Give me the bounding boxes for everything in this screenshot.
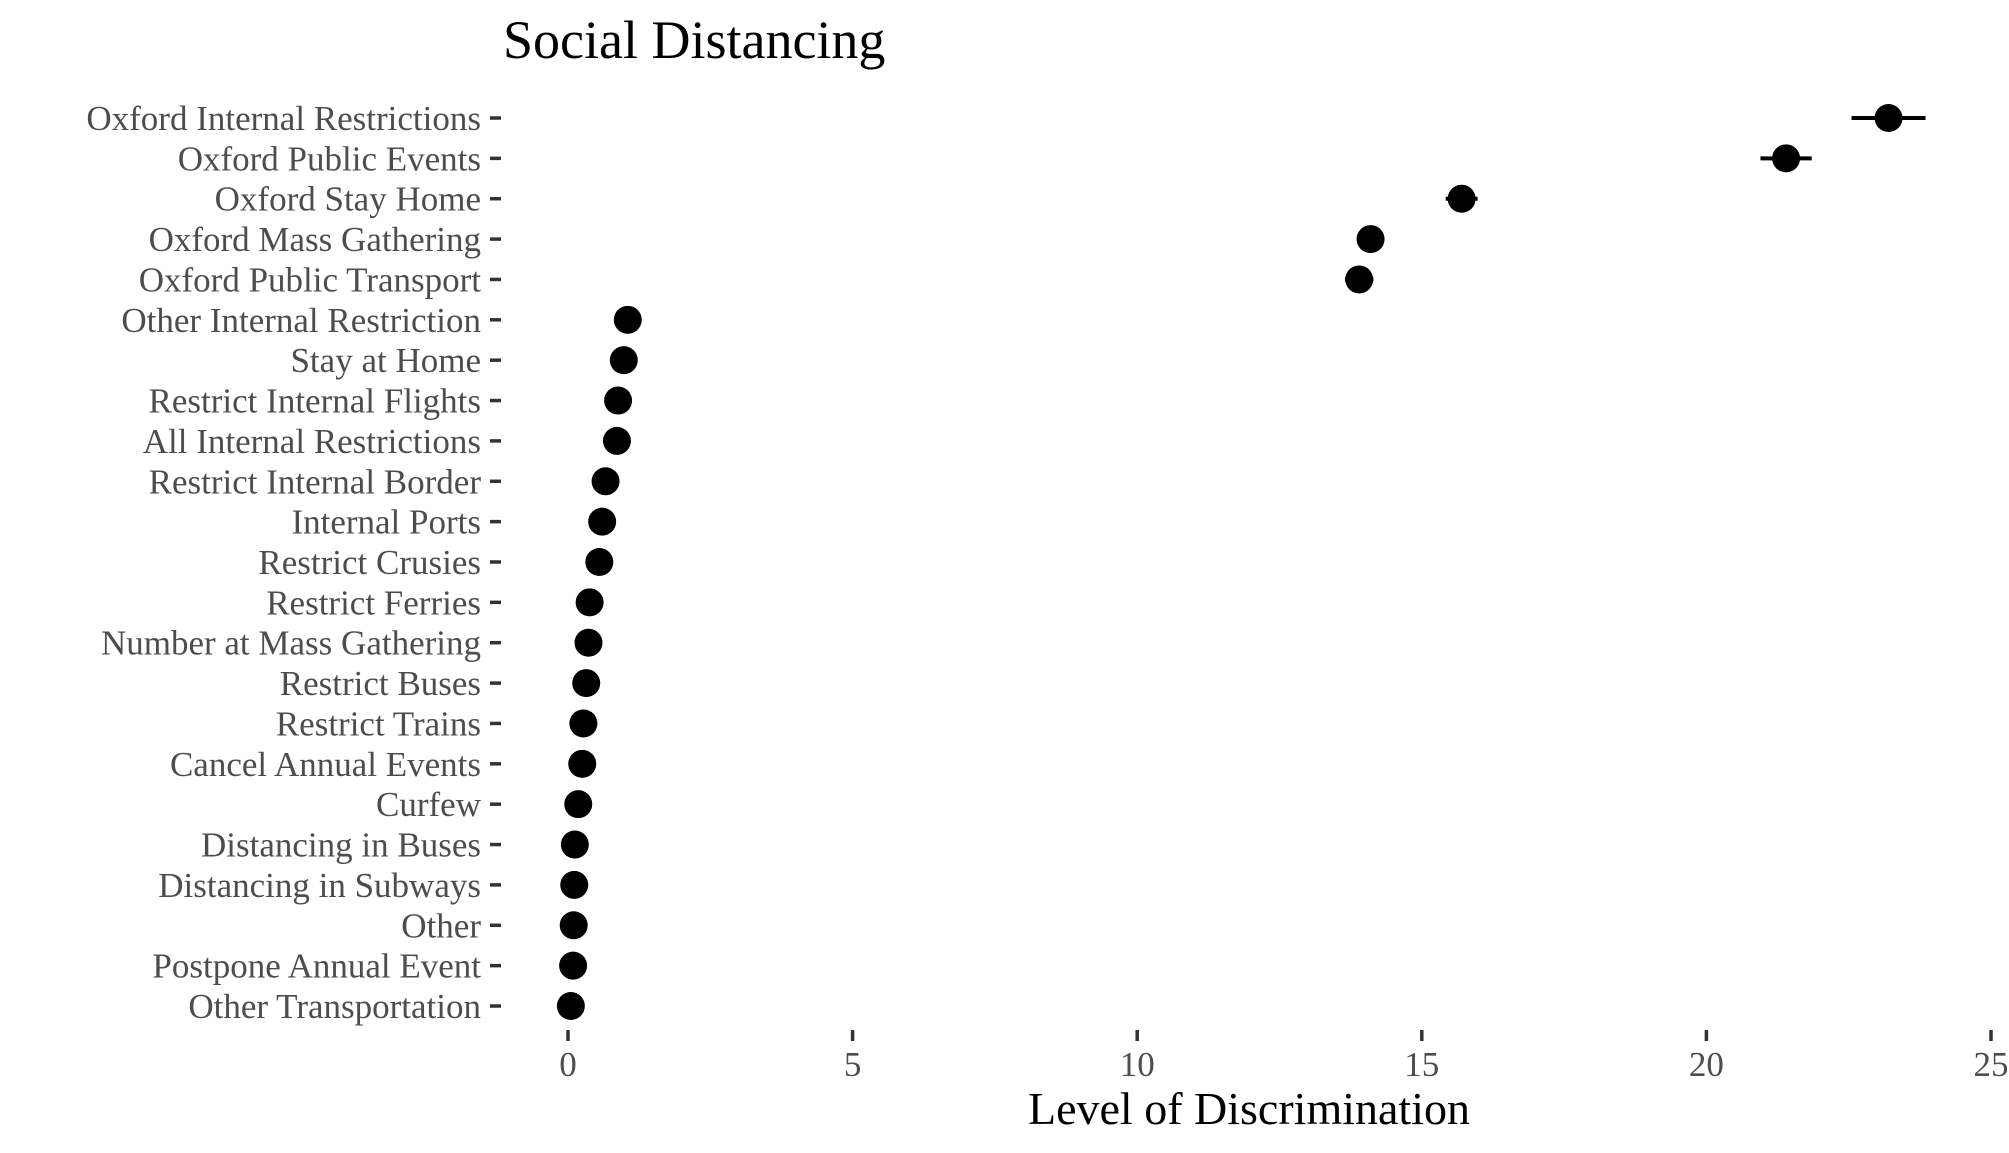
data-point xyxy=(591,467,620,496)
x-axis: 0 5 10 15 20 25 xyxy=(559,1030,2009,1084)
y-tick-label: Restrict Trains xyxy=(276,704,481,743)
data-point xyxy=(568,749,597,778)
y-tick-label: Distancing in Buses xyxy=(201,826,481,865)
y-tick-label: Oxford Mass Gathering xyxy=(149,220,481,259)
data-point xyxy=(560,870,589,899)
data-point xyxy=(559,911,588,940)
y-tick-label: Distancing in Subways xyxy=(158,866,481,905)
y-tick-label: Oxford Internal Restrictions xyxy=(86,99,481,138)
data-point xyxy=(560,830,589,859)
y-tick-label: Restrict Internal Border xyxy=(149,462,482,501)
y-tick-label: Oxford Public Events xyxy=(178,139,481,178)
error-bars xyxy=(1344,116,1926,282)
y-tick-label: Oxford Public Transport xyxy=(139,260,482,299)
y-tick-label: Stay at Home xyxy=(290,341,481,380)
data-point xyxy=(1874,104,1903,132)
data-point xyxy=(1772,144,1801,173)
y-tick-label: Other Internal Restriction xyxy=(121,301,481,340)
y-tick-label: Other xyxy=(401,906,481,945)
y-tick-label: Internal Ports xyxy=(291,503,481,542)
chart-title: Social Distancing xyxy=(503,10,885,70)
data-point xyxy=(1356,225,1385,254)
data-point xyxy=(559,951,588,980)
y-tick-label: Restrict Ferries xyxy=(266,583,481,622)
y-tick-label: Curfew xyxy=(376,785,482,824)
data-point xyxy=(569,709,598,738)
y-tick-label: Postpone Annual Event xyxy=(152,947,481,986)
data-point xyxy=(1447,184,1476,213)
y-tick-label: Restrict Internal Flights xyxy=(149,382,481,421)
x-tick-label: 25 xyxy=(1974,1045,2009,1084)
x-tick-label: 20 xyxy=(1689,1045,1724,1084)
x-axis-title: Level of Discrimination xyxy=(1028,1083,1470,1134)
data-points xyxy=(556,104,1903,1020)
data-point xyxy=(602,426,631,455)
y-tick-label: Other Transportation xyxy=(188,987,481,1026)
data-point xyxy=(564,790,593,819)
data-point xyxy=(588,507,617,536)
data-point xyxy=(1345,265,1374,294)
y-tick-label: Number at Mass Gathering xyxy=(101,624,481,663)
x-tick-label: 5 xyxy=(844,1045,862,1084)
data-point xyxy=(609,346,638,375)
y-tick-label: Oxford Stay Home xyxy=(215,180,481,219)
data-point xyxy=(556,992,585,1020)
data-point xyxy=(604,386,633,415)
data-point xyxy=(574,628,603,657)
y-tick-label: Restrict Buses xyxy=(280,664,481,703)
x-tick-label: 15 xyxy=(1404,1045,1439,1084)
data-point xyxy=(575,588,604,617)
data-point xyxy=(572,669,601,698)
x-tick-label: 10 xyxy=(1120,1045,1155,1084)
y-tick-label: Cancel Annual Events xyxy=(170,745,481,784)
x-tick-label: 0 xyxy=(559,1045,577,1084)
data-point xyxy=(613,305,642,334)
y-tick-label: All Internal Restrictions xyxy=(143,422,481,461)
data-point xyxy=(585,548,614,576)
y-tick-label: Restrict Crusies xyxy=(258,543,481,582)
